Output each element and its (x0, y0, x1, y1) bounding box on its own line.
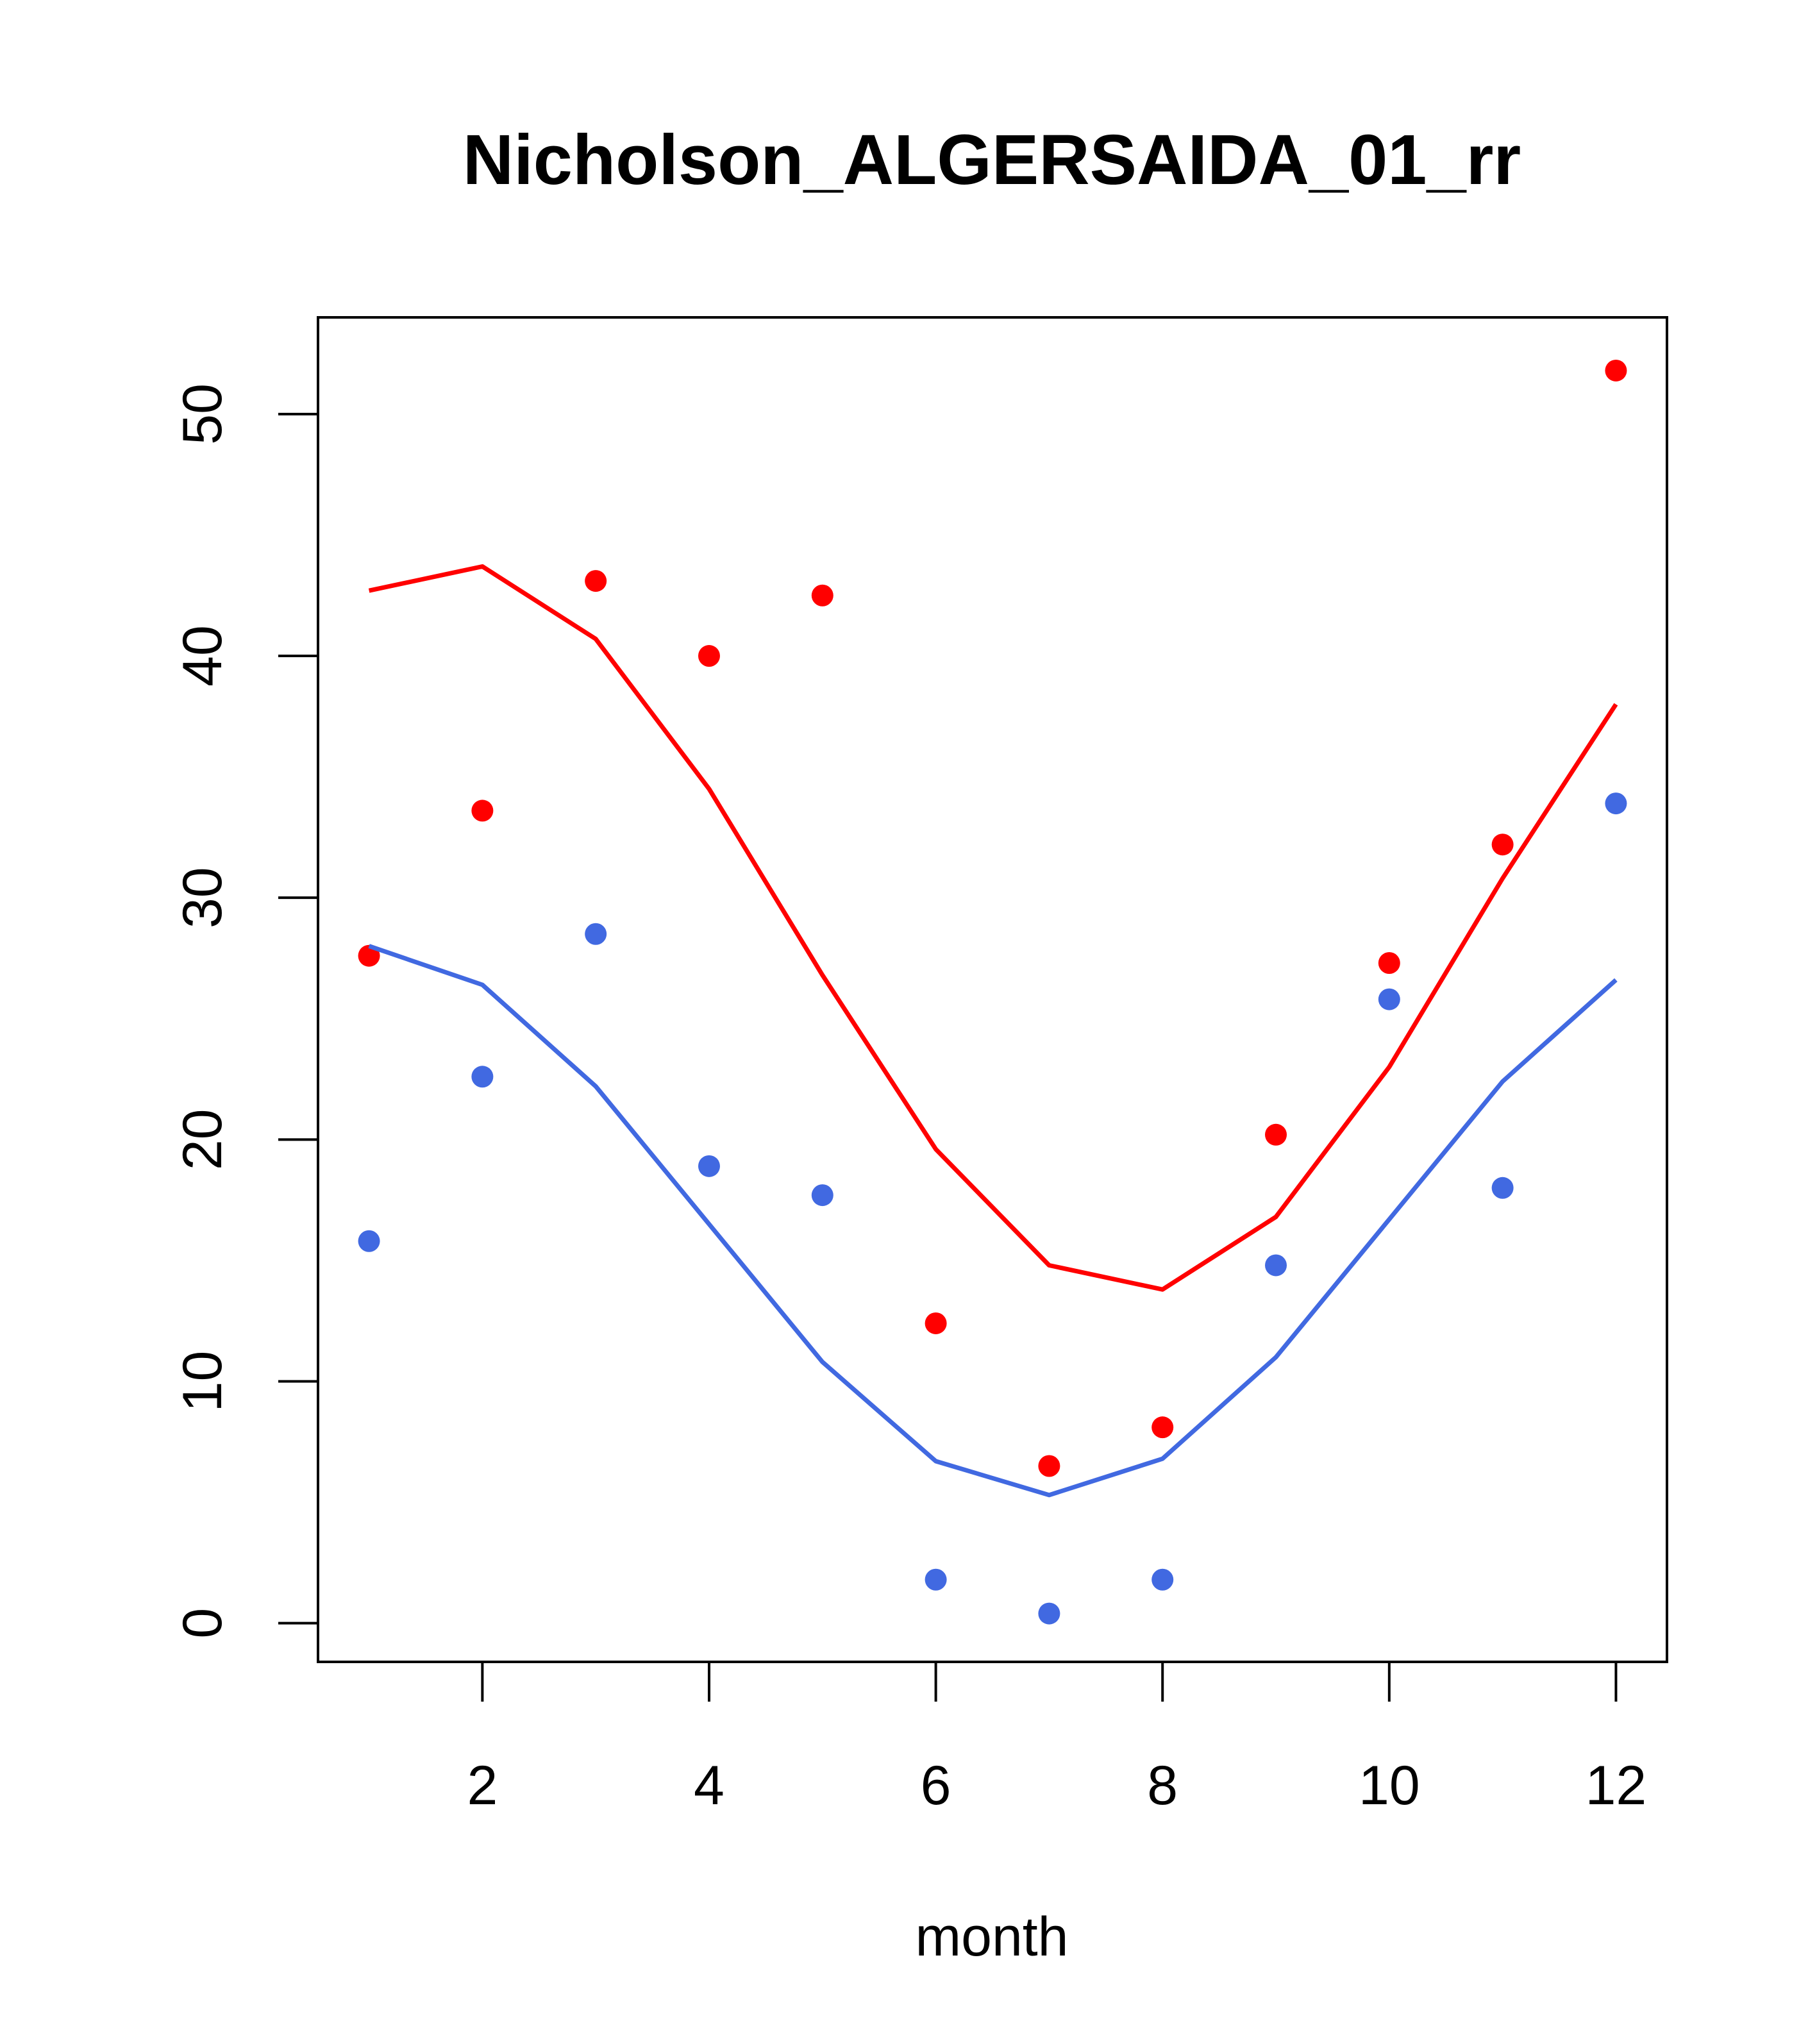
series-0-point (1265, 1123, 1287, 1146)
series-layer (358, 359, 1627, 1625)
series-0-point (925, 1312, 947, 1334)
series-0-point (811, 584, 833, 607)
series-2-point (811, 1184, 833, 1207)
series-2-point (1491, 1177, 1514, 1199)
series-2-point (1378, 988, 1400, 1010)
x-tick-label: 12 (1586, 1755, 1647, 1816)
series-0-point (1151, 1416, 1174, 1439)
series-2-point (358, 1230, 380, 1252)
series-2-point (925, 1568, 947, 1591)
x-tick-label: 8 (1147, 1755, 1178, 1816)
x-axis-label: month (915, 1906, 1068, 1968)
x-tick-label: 6 (921, 1755, 951, 1816)
series-2-point (1038, 1602, 1060, 1625)
series-0-point (585, 570, 607, 592)
y-tick-label: 30 (172, 867, 233, 928)
series-3-line (368, 944, 1618, 1498)
plot-area (317, 316, 1668, 1663)
chart-title: Nicholson_ALGERSAIDA_01_rr (463, 121, 1521, 199)
series-0-point (1605, 359, 1627, 381)
series-0-point (471, 800, 494, 822)
series-1-line (368, 564, 1618, 1292)
series-2-point (1265, 1254, 1287, 1277)
series-2-point (585, 923, 607, 945)
y-tick-label: 20 (172, 1109, 233, 1171)
series-2-point (1151, 1568, 1174, 1591)
series-2-point (698, 1155, 720, 1177)
y-axis: 0 10 20 30 40 50 (172, 383, 319, 1639)
series-0-point (1491, 834, 1514, 856)
y-tick-label: 0 (172, 1608, 233, 1639)
series-0-point (1378, 952, 1400, 975)
x-tick-label: 4 (694, 1755, 724, 1816)
series-2-point (471, 1066, 494, 1088)
y-tick-label: 10 (172, 1351, 233, 1412)
series-2-point (1605, 792, 1627, 815)
y-tick-label: 40 (172, 625, 233, 687)
y-tick-label: 50 (172, 383, 233, 445)
x-tick-label: 10 (1359, 1755, 1420, 1816)
plot-frame (317, 316, 1668, 1663)
x-axis: 2 4 6 8 10 12 (467, 1661, 1647, 1816)
x-tick-label: 2 (467, 1755, 498, 1816)
series-0-point (698, 645, 720, 667)
series-0-point (1038, 1455, 1060, 1477)
series-0-point (358, 944, 380, 967)
